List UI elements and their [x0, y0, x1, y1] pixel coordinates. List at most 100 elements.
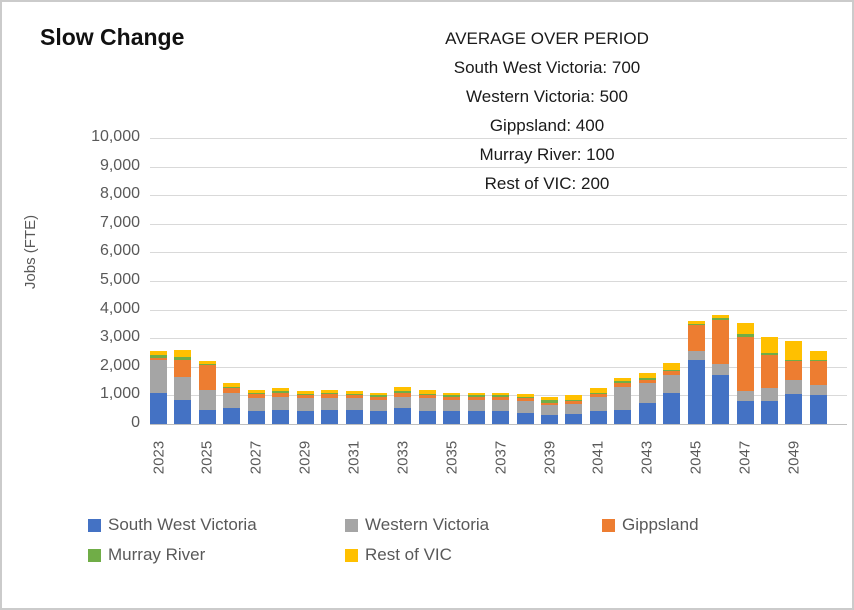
bar-segment [516, 412, 534, 424]
x-tick-label: 2041 [589, 440, 607, 475]
bar-segment [541, 399, 559, 403]
y-tick-label: 0 [131, 414, 140, 431]
bar-segment [174, 376, 192, 400]
bar-segment [467, 396, 485, 400]
bar-segment [369, 396, 387, 400]
x-tick-label: 2037 [492, 440, 510, 475]
bar-segment [443, 392, 461, 396]
bar-2024 [174, 349, 192, 424]
bar-segment [761, 352, 778, 356]
gridline [150, 338, 847, 340]
bar-segment [345, 409, 363, 424]
bar-segment [345, 391, 363, 394]
bar-segment [321, 409, 339, 424]
y-tick-label: 6,000 [99, 242, 140, 260]
legend-item-murray-river: Murray River [88, 545, 345, 565]
bar-2033 [394, 386, 412, 424]
bar-segment [394, 392, 412, 397]
bar-segment [761, 336, 778, 353]
bar-segment [272, 396, 290, 410]
bar-2047 [736, 322, 754, 424]
bar-segment [296, 411, 314, 424]
annotation-line: Murray River: 100 [479, 145, 615, 164]
bar-segment [565, 395, 583, 400]
x-tick-label: 2039 [541, 440, 559, 475]
y-tick-label: 1,000 [99, 385, 140, 403]
bar-segment [809, 359, 827, 362]
bar-segment [663, 375, 681, 393]
bar-segment [150, 358, 167, 360]
bar-segment [272, 391, 290, 393]
bar-segment [369, 399, 387, 412]
bar-segment [223, 386, 241, 389]
bar-2048 [761, 336, 778, 424]
gridline [150, 309, 847, 311]
bar-segment [223, 382, 241, 387]
bar-segment [785, 359, 803, 362]
bar-2026 [223, 382, 241, 424]
bar-segment [687, 325, 705, 352]
bar-segment [736, 322, 754, 334]
bar-segment [223, 408, 241, 424]
bar-segment [736, 336, 754, 392]
bar-segment [321, 389, 339, 393]
bar-segment [785, 341, 803, 360]
legend-row: Murray River Rest of VIC [88, 540, 828, 570]
legend-label: Gippsland [622, 515, 699, 534]
bar-segment [198, 409, 216, 424]
bar-segment [516, 401, 534, 413]
bar-segment [247, 392, 265, 394]
x-tick-label: 2043 [638, 440, 656, 475]
bar-segment [614, 409, 632, 424]
bar-segment [638, 378, 656, 380]
x-tick-label: 2049 [785, 440, 803, 475]
bar-segment [712, 319, 730, 364]
bar-2049 [785, 341, 803, 424]
bar-segment [687, 351, 705, 360]
bar-segment [296, 398, 314, 412]
bar-segment [492, 392, 510, 396]
gridline [150, 223, 847, 225]
bar-segment [589, 411, 607, 424]
bar-segment [247, 398, 265, 412]
bar-segment [198, 363, 216, 366]
bar-segment [174, 356, 192, 360]
bar-segment [369, 395, 387, 397]
bar-segment [296, 391, 314, 394]
bar-2040 [565, 395, 583, 424]
bar-segment [467, 395, 485, 397]
bar-segment [345, 398, 363, 410]
bar-segment [174, 399, 192, 424]
bar-segment [492, 399, 510, 412]
bar-segment [663, 362, 681, 370]
bar-segment [785, 361, 803, 380]
legend-swatch [345, 548, 358, 562]
bar-segment [516, 398, 534, 402]
bar-segment [272, 388, 290, 392]
bar-segment [589, 388, 607, 393]
legend-swatch [88, 518, 101, 532]
x-tick-label: 2045 [687, 440, 705, 475]
bar-segment [663, 392, 681, 424]
gridline [150, 281, 847, 282]
x-tick-label: 2025 [198, 440, 216, 475]
bar-segment [394, 408, 412, 424]
bar-segment [150, 359, 167, 393]
bar-segment [785, 393, 803, 424]
bar-segment [589, 393, 607, 397]
bar-segment [321, 398, 339, 410]
bar-segment [785, 379, 803, 394]
bar-segment [492, 411, 510, 424]
bar-segment [394, 391, 412, 393]
bar-segment [541, 402, 559, 406]
bar-segment [638, 402, 656, 424]
y-tick-label: 9,000 [99, 156, 140, 174]
gridline [150, 138, 847, 139]
bar-segment [418, 389, 436, 394]
chart-title: Slow Change [40, 24, 185, 50]
gridline [150, 166, 847, 168]
bar-segment [614, 381, 632, 383]
bar-segment [296, 395, 314, 399]
bar-segment [614, 386, 632, 410]
legend-swatch [602, 518, 615, 532]
